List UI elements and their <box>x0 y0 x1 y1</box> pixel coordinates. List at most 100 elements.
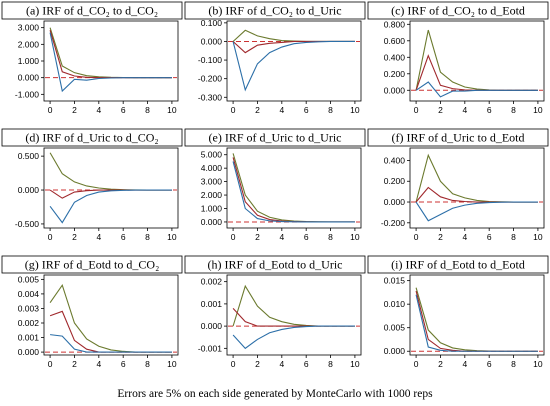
x-tick-label: 10 <box>167 105 177 115</box>
x-tick-label: 10 <box>167 232 177 242</box>
y-tick-label: 0.000 <box>384 346 406 356</box>
y-tick-label: 0.400 <box>384 52 406 62</box>
y-tick-label: 0.000 <box>201 36 223 46</box>
x-tick-label: 4 <box>96 359 101 369</box>
x-tick-label: 2 <box>438 105 443 115</box>
x-tick-label: 8 <box>145 359 150 369</box>
y-tick-label: 1.000 <box>18 56 40 66</box>
y-tick-label: 0.015 <box>384 276 406 286</box>
irf-panel-i: (i) IRF of d_Eotd to d_Eotd 0.000 0.005 0.0… <box>367 255 549 369</box>
x-tick-label: 10 <box>533 232 543 242</box>
x-tick-label: 4 <box>96 105 101 115</box>
x-tick-label: 8 <box>328 359 333 369</box>
panel-title-bar <box>184 1 366 20</box>
panel-title: (g) IRF of d_Eotd to d_CO₂ <box>25 258 160 272</box>
panel-title-bar <box>367 255 549 274</box>
x-tick-label: 8 <box>328 232 333 242</box>
x-tick-label: 0 <box>48 359 53 369</box>
panel-title-bar <box>1 1 183 20</box>
x-tick-label: 6 <box>304 232 309 242</box>
y-tick-label: 0.003 <box>18 303 40 313</box>
irf-panel-g: (g) IRF of d_Eotd to d_CO₂ 0.000 0.001 0.00… <box>1 255 183 369</box>
y-tick-label: 1.000 <box>201 204 223 214</box>
series-line-lower <box>415 201 538 222</box>
x-tick-label: 8 <box>511 232 516 242</box>
y-tick-label: 0.005 <box>384 323 406 333</box>
panel-title-bar <box>184 255 366 274</box>
x-tick-label: 6 <box>487 232 492 242</box>
panel-title-bar <box>367 128 549 147</box>
irf-panel-b: (b) IRF of d_CO₂ to d_Uric -0.300 -0.200 -0… <box>184 1 366 115</box>
irf-panel-d: (d) IRF of d_Uric to d_CO₂ -0.500 0.000 0.5… <box>1 128 183 242</box>
plot-frame <box>43 147 179 229</box>
y-tick-label: 0.002 <box>201 277 223 287</box>
x-tick-label: 8 <box>511 359 516 369</box>
x-tick-label: 8 <box>328 105 333 115</box>
panel-title: (e) IRF of d_Uric to d_Uric <box>209 131 342 145</box>
plot-frame <box>409 274 545 356</box>
plot-frame <box>226 20 362 102</box>
y-tick-label: 0.200 <box>384 176 406 186</box>
x-tick-label: 0 <box>48 232 53 242</box>
x-tick-label: 4 <box>279 232 284 242</box>
x-tick-label: 10 <box>350 232 360 242</box>
y-tick-label: -0.200 <box>198 74 222 84</box>
y-tick-label: 3.000 <box>18 23 40 33</box>
x-tick-label: 4 <box>462 359 467 369</box>
y-tick-label: 0.000 <box>384 85 406 95</box>
x-tick-label: 4 <box>279 359 284 369</box>
irf-panel-e: (e) IRF of d_Uric to d_Uric 0.000 1.000 2.0… <box>184 128 366 242</box>
y-tick-label: 0.005 <box>18 274 40 284</box>
x-tick-label: 8 <box>145 105 150 115</box>
series-line-lower <box>232 40 355 92</box>
y-tick-label: -0.500 <box>15 219 39 229</box>
x-tick-label: 2 <box>255 232 260 242</box>
panel-title-bar <box>1 128 183 147</box>
y-tick-label: 0.000 <box>201 217 223 227</box>
x-tick-label: 2 <box>438 232 443 242</box>
x-tick-label: 6 <box>121 105 126 115</box>
x-tick-label: 6 <box>304 359 309 369</box>
panel-title: (h) IRF of d_Eotd to d_Uric <box>208 258 343 272</box>
x-tick-label: 10 <box>533 105 543 115</box>
plot-frame <box>226 274 362 356</box>
x-tick-label: 6 <box>121 232 126 242</box>
y-tick-label: -0.100 <box>198 55 222 65</box>
plot-frame <box>43 274 179 356</box>
series-line-lower <box>415 81 538 98</box>
x-tick-label: 10 <box>350 359 360 369</box>
x-tick-label: 4 <box>279 105 284 115</box>
x-tick-label: 6 <box>121 359 126 369</box>
irf-panel-h: (h) IRF of d_Eotd to d_Uric -0.001 0.000 0.… <box>184 255 366 369</box>
y-tick-label: 0.000 <box>201 321 223 331</box>
panel-title: (b) IRF of d_CO₂ to d_Uric <box>208 4 341 18</box>
x-tick-label: 2 <box>438 359 443 369</box>
y-tick-label: 0.000 <box>18 347 40 357</box>
y-tick-label: 0.100 <box>201 18 223 28</box>
x-tick-label: 4 <box>462 105 467 115</box>
x-tick-label: 0 <box>414 232 419 242</box>
x-tick-label: 0 <box>414 105 419 115</box>
y-tick-label: 0.800 <box>384 19 406 29</box>
y-tick-label: 0.004 <box>18 289 40 299</box>
x-tick-label: 8 <box>145 232 150 242</box>
series-line-lower <box>49 32 172 93</box>
x-tick-label: 2 <box>72 105 77 115</box>
series-line-lower <box>232 325 355 350</box>
x-tick-label: 0 <box>231 105 236 115</box>
x-tick-label: 0 <box>48 105 53 115</box>
x-tick-label: 0 <box>414 359 419 369</box>
y-tick-label: 2.000 <box>18 39 40 49</box>
y-tick-label: 0.400 <box>384 155 406 165</box>
x-tick-label: 8 <box>511 105 516 115</box>
x-tick-label: 6 <box>487 105 492 115</box>
panel-title-bar <box>184 128 366 147</box>
panel-title: (c) IRF of d_CO₂ to d_Eotd <box>391 4 525 18</box>
x-tick-label: 2 <box>72 359 77 369</box>
y-tick-label: -0.001 <box>198 343 222 353</box>
x-tick-label: 0 <box>231 359 236 369</box>
x-tick-label: 10 <box>350 105 360 115</box>
y-tick-label: 0.200 <box>384 69 406 79</box>
x-tick-label: 10 <box>167 359 177 369</box>
y-tick-label: -0.300 <box>198 92 222 102</box>
